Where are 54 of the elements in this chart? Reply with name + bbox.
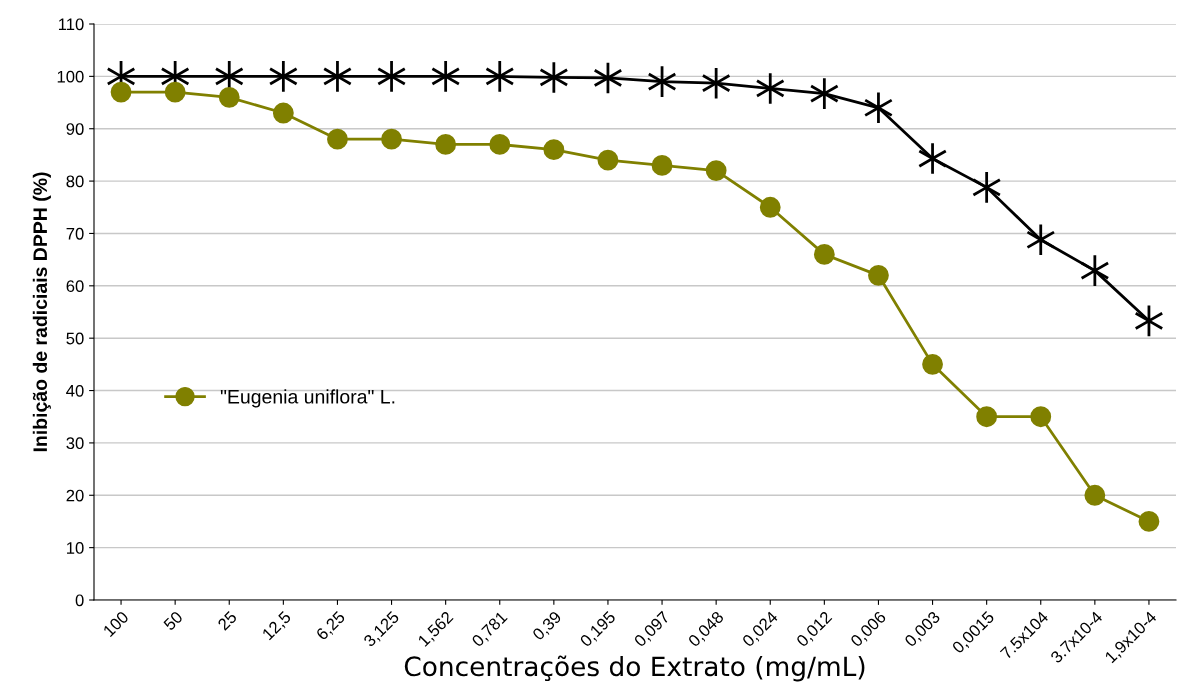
point: [1138, 511, 1160, 532]
point: [972, 170, 1002, 205]
y-tick-label: 0: [75, 594, 84, 607]
point: [813, 243, 835, 265]
legend-label: "Eugenia uniflora" L.: [220, 389, 395, 408]
point: [922, 353, 943, 375]
y-tick-label: 70: [66, 227, 84, 240]
y-tick-label: 110: [58, 18, 84, 31]
point: [809, 76, 839, 111]
y-tick-label: 60: [66, 280, 84, 293]
point: [597, 149, 619, 171]
y-tick-label: 40: [66, 384, 84, 397]
x-tick-label: 6,25: [315, 610, 348, 643]
x-tick-label: 0,39: [531, 610, 564, 643]
y-tick-label: 90: [66, 123, 84, 135]
point: [376, 59, 407, 94]
point: [1030, 406, 1052, 428]
point: [1080, 253, 1110, 288]
point: [539, 60, 569, 95]
y-axis-title: Inibição de radiciais DPPH (%): [32, 172, 51, 452]
point: [164, 81, 186, 103]
point: [863, 91, 894, 125]
point: [1026, 223, 1056, 257]
point: [435, 134, 457, 155]
point: [917, 141, 948, 176]
point: [431, 59, 461, 94]
x-axis-title: Concentrações do Extrato (mg/mL): [404, 655, 865, 682]
x-tick-label: 50: [162, 610, 184, 632]
point: [218, 86, 240, 108]
point: [755, 71, 785, 106]
point: [701, 66, 731, 100]
point: [327, 128, 348, 150]
point: [485, 59, 515, 94]
point: [1084, 484, 1106, 506]
point: [489, 134, 511, 155]
y-tick-label: 30: [66, 437, 84, 450]
point: [543, 139, 565, 161]
y-tick-label: 10: [67, 542, 84, 554]
point: [381, 128, 402, 150]
y-tick-label: 100: [57, 70, 84, 83]
point: [651, 154, 673, 176]
point: [976, 406, 998, 428]
y-tick-label: 20: [66, 489, 84, 502]
point: [268, 59, 298, 94]
point: [705, 160, 727, 182]
x-tick-label: 100: [102, 610, 130, 638]
point: [868, 264, 889, 286]
point: [322, 59, 353, 94]
y-tick-label: 80: [66, 175, 84, 188]
x-tick-label: 25: [217, 610, 238, 631]
point: [759, 196, 781, 218]
y-tick-label: 50: [66, 332, 84, 345]
point: [272, 102, 294, 124]
point: [110, 81, 132, 103]
